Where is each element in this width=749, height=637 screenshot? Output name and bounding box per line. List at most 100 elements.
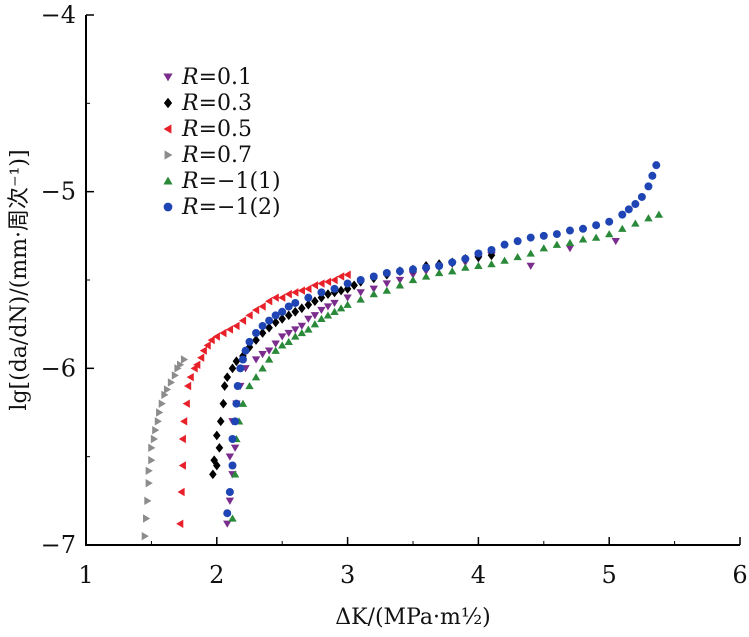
data-point bbox=[197, 353, 205, 362]
data-point bbox=[152, 425, 160, 435]
data-point bbox=[343, 279, 352, 288]
data-point bbox=[219, 328, 227, 338]
x-tick-label: 4 bbox=[471, 561, 486, 589]
data-point bbox=[245, 382, 254, 390]
data-point bbox=[177, 360, 185, 369]
legend-label-variable: R bbox=[181, 143, 199, 168]
data-point bbox=[448, 258, 457, 267]
data-point bbox=[408, 276, 418, 284]
data-point bbox=[258, 351, 267, 359]
data-point bbox=[252, 305, 260, 315]
data-point bbox=[310, 281, 319, 290]
legend-label: R=0.3 bbox=[181, 91, 252, 116]
legend-marker bbox=[163, 176, 173, 185]
data-point bbox=[284, 329, 293, 337]
data-point bbox=[284, 337, 293, 345]
data-point bbox=[323, 311, 333, 319]
data-point bbox=[526, 233, 535, 242]
data-point bbox=[500, 256, 509, 264]
data-point bbox=[618, 224, 627, 232]
data-point bbox=[500, 240, 509, 249]
data-point bbox=[395, 276, 405, 284]
data-point bbox=[291, 332, 300, 340]
data-point bbox=[298, 303, 306, 314]
legend-marker bbox=[163, 97, 173, 109]
x-tick-label: 2 bbox=[209, 561, 224, 589]
data-point bbox=[323, 303, 333, 311]
data-point bbox=[631, 219, 640, 227]
data-point bbox=[611, 237, 620, 246]
data-point bbox=[448, 267, 457, 275]
data-point bbox=[233, 382, 242, 390]
data-point bbox=[311, 296, 319, 307]
data-point bbox=[618, 210, 627, 219]
data-point bbox=[304, 315, 313, 323]
data-point bbox=[565, 238, 575, 247]
data-point bbox=[304, 284, 312, 294]
data-point bbox=[291, 306, 300, 317]
data-point bbox=[291, 288, 299, 297]
data-point bbox=[317, 288, 326, 297]
data-point bbox=[180, 417, 188, 426]
data-point bbox=[225, 453, 235, 461]
data-point bbox=[265, 322, 273, 333]
data-point bbox=[637, 192, 646, 201]
data-point bbox=[552, 240, 562, 248]
y-tick-label: −7 bbox=[41, 531, 76, 559]
data-point bbox=[231, 417, 240, 426]
data-point bbox=[356, 289, 365, 297]
tick-labels: 1 2 3 4 5 6 −4 −5 −6 −7 bbox=[41, 1, 748, 589]
data-point bbox=[408, 271, 418, 279]
data-point bbox=[526, 262, 535, 270]
data-point bbox=[539, 231, 548, 240]
data-point bbox=[631, 200, 640, 209]
data-point bbox=[271, 340, 280, 348]
data-point bbox=[350, 280, 358, 291]
data-point bbox=[422, 263, 431, 272]
data-point bbox=[644, 214, 653, 222]
data-point bbox=[278, 307, 287, 316]
legend: R=0.1R=0.3R=0.5R=0.7R=−1(1)R=−1(2) bbox=[163, 65, 281, 220]
legend-label-value: =−1(1) bbox=[199, 169, 281, 194]
data-point bbox=[220, 381, 229, 391]
data-point bbox=[219, 398, 228, 409]
data-point bbox=[148, 443, 156, 453]
data-point bbox=[225, 325, 234, 334]
data-point bbox=[513, 237, 522, 246]
data-point bbox=[278, 341, 287, 349]
legend-label: R=0.1 bbox=[181, 65, 252, 90]
data-point bbox=[264, 355, 274, 363]
data-point bbox=[212, 332, 220, 341]
data-point bbox=[317, 279, 325, 288]
data-point bbox=[225, 497, 235, 505]
series-2 bbox=[176, 270, 351, 528]
legend-marker bbox=[163, 202, 173, 212]
data-point bbox=[232, 321, 240, 331]
x-tick-label: 1 bbox=[78, 561, 93, 589]
series-0 bbox=[223, 237, 620, 528]
data-point bbox=[241, 346, 250, 355]
data-point bbox=[245, 337, 254, 346]
data-point bbox=[317, 306, 326, 315]
data-point bbox=[487, 260, 496, 268]
data-point bbox=[271, 293, 279, 302]
legend-label-variable: R bbox=[181, 195, 199, 220]
data-point bbox=[245, 311, 253, 320]
data-point bbox=[284, 289, 292, 299]
data-point bbox=[297, 322, 307, 330]
data-point bbox=[252, 335, 260, 345]
data-point bbox=[474, 249, 483, 258]
series-3 bbox=[141, 355, 189, 541]
data-point bbox=[177, 487, 185, 497]
x-axis-title: ΔK/(MPa·m½) bbox=[335, 605, 491, 630]
data-point bbox=[304, 299, 313, 310]
tick-marks bbox=[85, 14, 741, 546]
data-point bbox=[228, 461, 237, 470]
data-point bbox=[395, 281, 405, 289]
data-point bbox=[186, 372, 194, 382]
y-tick-label: −6 bbox=[41, 354, 76, 382]
data-point bbox=[324, 289, 332, 299]
data-point bbox=[163, 385, 172, 394]
data-point bbox=[648, 171, 657, 180]
